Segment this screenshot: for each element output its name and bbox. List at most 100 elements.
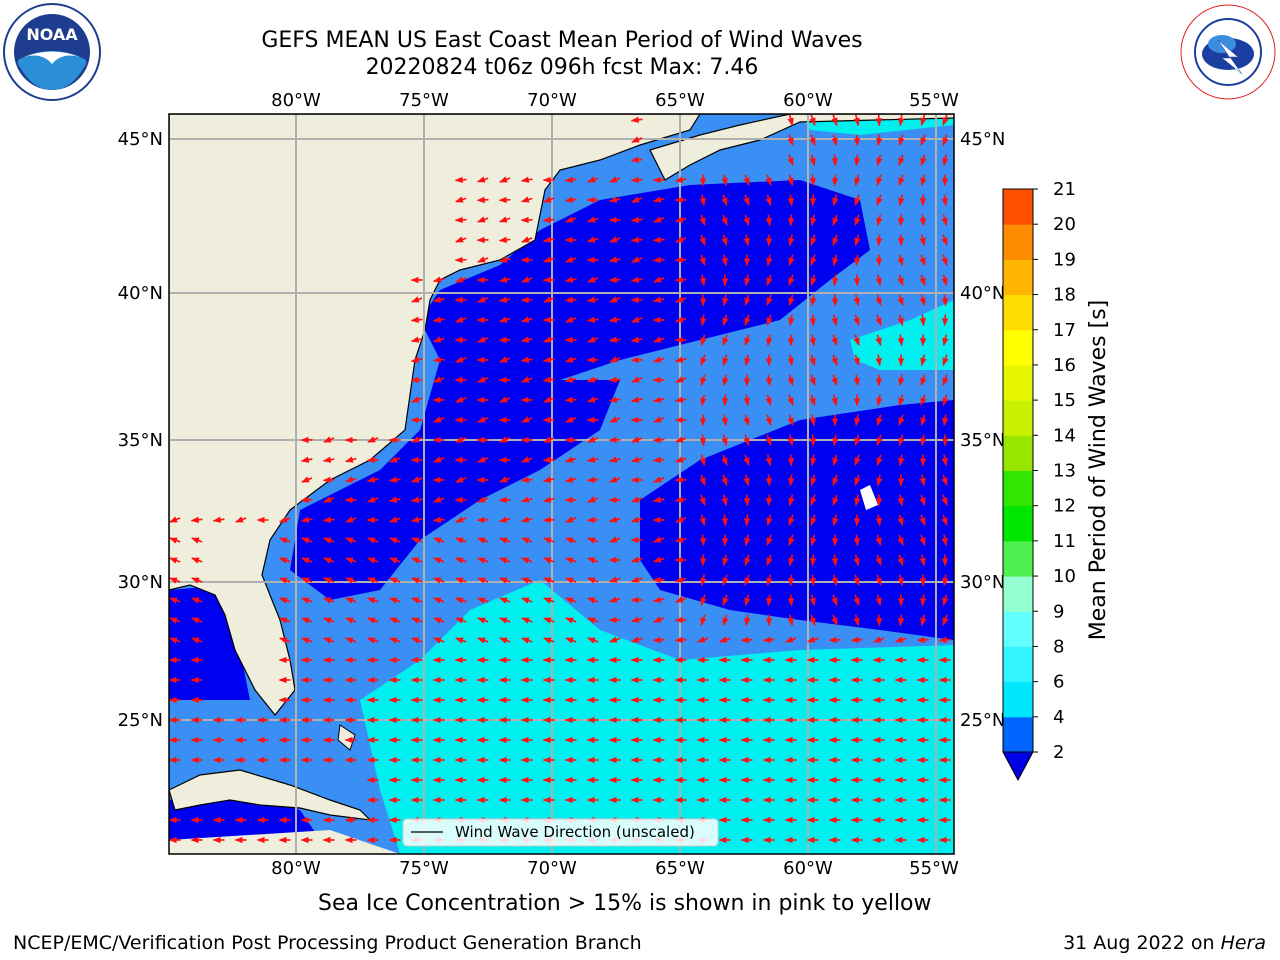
direction-arrow bbox=[876, 134, 883, 147]
direction-arrow bbox=[744, 534, 751, 547]
direction-arrow bbox=[788, 514, 795, 526]
direction-arrow bbox=[191, 537, 203, 544]
direction-arrow bbox=[520, 176, 533, 183]
direction-arrow bbox=[721, 174, 728, 187]
direction-arrow bbox=[810, 454, 817, 467]
direction-arrow bbox=[941, 234, 948, 246]
direction-arrow bbox=[586, 296, 599, 303]
direction-arrow bbox=[898, 194, 905, 207]
direction-arrow bbox=[477, 637, 489, 644]
direction-arrow bbox=[631, 316, 643, 323]
direction-arrow bbox=[766, 334, 773, 347]
direction-arrow bbox=[876, 174, 883, 186]
direction-arrow bbox=[765, 454, 772, 467]
direction-arrow bbox=[743, 214, 750, 227]
direction-arrow bbox=[455, 236, 467, 243]
direction-arrow bbox=[674, 176, 687, 183]
direction-arrow bbox=[832, 214, 839, 226]
direction-arrow bbox=[787, 454, 795, 467]
direction-arrow bbox=[542, 496, 555, 503]
direction-arrow bbox=[897, 294, 904, 306]
direction-arrow bbox=[587, 597, 599, 604]
direction-arrow bbox=[699, 194, 706, 207]
direction-arrow bbox=[941, 174, 949, 187]
direction-arrow bbox=[699, 254, 706, 267]
direction-arrow bbox=[543, 537, 555, 544]
direction-arrow bbox=[809, 374, 816, 386]
lat-tick-right: 45°N bbox=[960, 129, 1005, 150]
footer-date: 31 Aug 2022 on Hera bbox=[1063, 932, 1266, 954]
colorbar-segment bbox=[1003, 611, 1033, 647]
direction-arrow bbox=[919, 274, 926, 286]
colorbar-segment bbox=[1003, 646, 1033, 683]
wind-wave-direction-arrows bbox=[169, 114, 951, 844]
direction-arrow bbox=[809, 574, 817, 587]
direction-arrow bbox=[787, 154, 794, 166]
direction-arrow bbox=[898, 614, 905, 627]
direction-arrow bbox=[564, 176, 577, 183]
direction-arrow bbox=[674, 616, 687, 624]
direction-arrow bbox=[919, 334, 927, 347]
direction-arrow bbox=[564, 456, 577, 463]
direction-arrow bbox=[722, 334, 729, 346]
direction-arrow bbox=[787, 434, 794, 447]
direction-arrow bbox=[919, 294, 926, 307]
direction-arrow bbox=[853, 154, 861, 167]
direction-arrow bbox=[897, 594, 905, 607]
direction-arrow bbox=[388, 496, 401, 503]
direction-arrow bbox=[586, 216, 599, 223]
lon-tick-top: 60°W bbox=[783, 90, 833, 111]
direction-arrow bbox=[323, 537, 335, 544]
map-legend: Wind Wave Direction (unscaled) bbox=[402, 818, 719, 847]
direction-arrow bbox=[653, 616, 665, 623]
direction-arrow bbox=[631, 376, 643, 383]
direction-arrow bbox=[565, 637, 577, 644]
direction-arrow bbox=[433, 637, 445, 644]
lat-tick-left: 45°N bbox=[118, 129, 163, 150]
direction-arrow bbox=[876, 414, 883, 427]
direction-arrow bbox=[853, 114, 860, 127]
direction-arrow bbox=[477, 577, 489, 584]
direction-arrow bbox=[832, 234, 839, 246]
direction-arrow bbox=[455, 637, 467, 644]
lat-tick-left: 35°N bbox=[118, 430, 163, 451]
direction-arrow bbox=[942, 374, 949, 386]
direction-arrow bbox=[477, 557, 489, 564]
direction-arrow bbox=[323, 597, 335, 604]
direction-arrow bbox=[721, 234, 728, 247]
direction-arrow bbox=[433, 537, 445, 544]
direction-arrow bbox=[809, 414, 816, 427]
direction-arrow bbox=[631, 436, 643, 443]
direction-arrow bbox=[699, 534, 706, 547]
direction-arrow bbox=[919, 474, 926, 487]
direction-arrow bbox=[565, 537, 577, 544]
direction-arrow bbox=[609, 176, 621, 183]
direction-arrow bbox=[301, 557, 313, 564]
direction-arrow bbox=[433, 456, 445, 463]
direction-arrow bbox=[853, 534, 860, 547]
direction-arrow bbox=[875, 354, 882, 367]
direction-arrow bbox=[722, 294, 729, 307]
direction-arrow bbox=[832, 514, 839, 527]
footer-host: Hera bbox=[1220, 932, 1266, 954]
direction-arrow bbox=[631, 136, 643, 143]
direction-arrow bbox=[543, 396, 555, 403]
direction-arrow bbox=[853, 354, 860, 367]
direction-arrow bbox=[477, 176, 489, 183]
direction-arrow bbox=[587, 436, 599, 443]
direction-arrow bbox=[831, 594, 838, 606]
colorbar-under-triangle bbox=[1002, 751, 1034, 782]
wave-period-4-6-northeast bbox=[850, 300, 954, 370]
direction-arrow bbox=[787, 354, 794, 367]
direction-arrow bbox=[609, 356, 621, 363]
direction-arrow bbox=[700, 394, 707, 407]
direction-arrow bbox=[609, 296, 621, 303]
colorbar-segment bbox=[1003, 716, 1033, 753]
direction-arrow bbox=[810, 534, 817, 547]
direction-arrow bbox=[809, 194, 817, 207]
direction-arrow bbox=[743, 414, 750, 427]
direction-arrow bbox=[499, 637, 511, 644]
direction-arrow bbox=[721, 434, 728, 447]
direction-arrow bbox=[587, 537, 599, 544]
